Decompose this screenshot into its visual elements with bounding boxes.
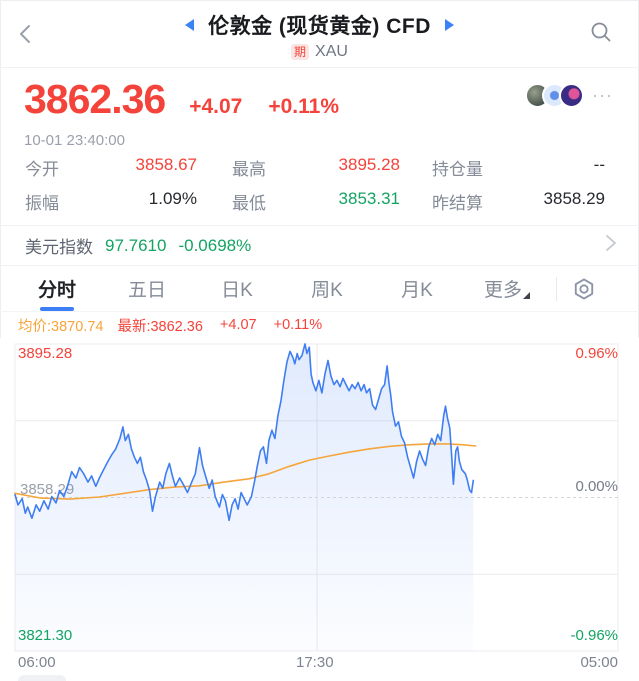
stat-low: 最低 3853.31 xyxy=(232,188,400,213)
stat-open: 今开 3858.67 xyxy=(25,154,197,179)
quote-section: 3862.36 +4.07 +0.11% ··· 10-01 23:40:00 xyxy=(0,68,639,149)
stat-prev-settlement: 昨结算 3858.29 xyxy=(432,188,605,213)
minute-chart-svg xyxy=(14,343,619,652)
y-min-price-label: 3821.30 xyxy=(18,627,73,644)
x-tick-mid: 17:30 xyxy=(296,654,334,671)
page-title: 伦敦金 (现货黄金) CFD xyxy=(208,15,431,38)
avg-price-line xyxy=(14,443,477,500)
price-line xyxy=(14,343,475,522)
x-tick-start: 06:00 xyxy=(18,654,56,671)
hex-nut-gear-icon xyxy=(574,278,594,299)
futures-badge: 期 xyxy=(291,44,310,60)
usd-index-value: 97.7610 xyxy=(105,235,167,255)
latest-price-legend: 最新:3862.36 xyxy=(117,318,203,335)
baseline-price-label: 3858.29 xyxy=(20,481,75,498)
divider xyxy=(556,276,557,301)
x-tick-end: 05:00 xyxy=(580,654,618,671)
y-min-pct-label: -0.96% xyxy=(570,627,618,644)
ellipsis-icon[interactable]: ··· xyxy=(592,85,613,105)
tab-monthly-k[interactable]: 月K xyxy=(401,280,433,301)
avg-price-legend: 均价:3870.74 xyxy=(18,318,104,335)
legend-change-pct: +0.11% xyxy=(273,317,323,333)
active-tab-underline xyxy=(40,307,74,311)
tab-more[interactable]: 更多 xyxy=(462,275,552,302)
stat-high: 最高 3895.28 xyxy=(232,154,400,179)
social-avatars[interactable]: ··· xyxy=(525,83,613,108)
title-block: 伦敦金 (现货黄金) CFD 期 XAU xyxy=(0,10,639,61)
corner-triangle-icon xyxy=(523,292,530,299)
price-change-pct: +0.11% xyxy=(268,95,340,118)
prev-instrument-button[interactable] xyxy=(185,19,195,31)
baseline-pct-label: 0.00% xyxy=(575,478,618,495)
chart-tab-bar: 分时 五日 日K 周K 月K 更多 xyxy=(0,266,639,312)
quote-timestamp: 10-01 23:40:00 xyxy=(24,132,125,149)
avatar xyxy=(559,83,585,108)
magnifier-icon xyxy=(591,22,611,42)
next-instrument-button[interactable] xyxy=(444,19,454,31)
usd-index-label: 美元指数 xyxy=(25,238,93,257)
price-area-fill xyxy=(15,343,474,651)
minute-chart[interactable]: 3858.29 3895.28 0.96% 0.00% 3821.30 -0.9… xyxy=(0,338,639,681)
tab-daily-k[interactable]: 日K xyxy=(221,280,253,301)
plot-border xyxy=(14,343,619,652)
stats-grid: 今开 3858.67 最高 3895.28 持仓量 -- 振幅 1.09% 最低… xyxy=(0,146,639,218)
header: 伦敦金 (现货黄金) CFD 期 XAU xyxy=(0,0,639,68)
usd-index-row[interactable]: 美元指数 97.7610 -0.0698% xyxy=(0,225,639,266)
tab-5day[interactable]: 五日 xyxy=(127,280,166,301)
y-max-price-label: 3895.28 xyxy=(18,345,73,362)
symbol-code: XAU xyxy=(315,43,348,60)
legend-change: +4.07 xyxy=(219,317,257,333)
search-button[interactable] xyxy=(587,18,615,46)
next-section-peek xyxy=(18,675,66,681)
tab-weekly-k[interactable]: 周K xyxy=(311,280,343,301)
chevron-left-icon xyxy=(20,25,30,43)
y-max-pct-label: 0.96% xyxy=(575,345,618,362)
stat-open-interest: 持仓量 -- xyxy=(432,154,605,179)
tab-minute[interactable]: 分时 xyxy=(12,275,102,311)
price-change: +4.07 xyxy=(189,95,243,118)
back-button[interactable] xyxy=(12,20,40,48)
usd-index-change: -0.0698% xyxy=(178,235,252,255)
last-price: 3862.36 xyxy=(24,76,166,122)
chevron-right-icon xyxy=(605,233,617,258)
chart-legend: 均价:3870.74 最新:3862.36 +4.07 +0.11% xyxy=(0,312,639,338)
stat-amplitude: 振幅 1.09% xyxy=(25,188,197,213)
chart-settings-button[interactable] xyxy=(571,276,597,302)
